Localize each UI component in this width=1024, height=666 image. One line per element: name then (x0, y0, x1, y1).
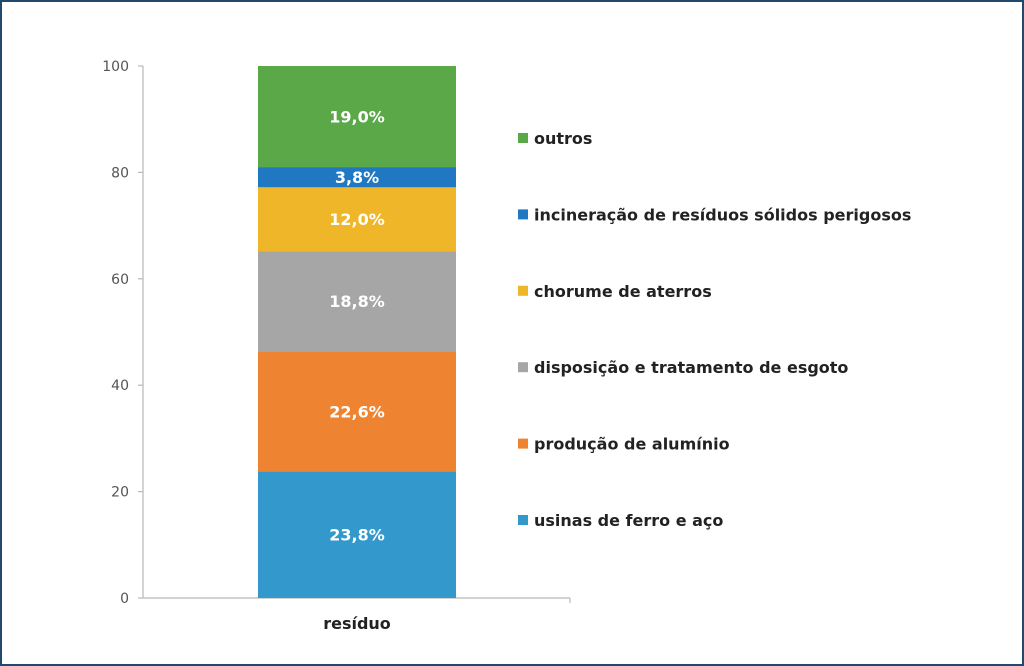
legend-swatch (518, 362, 528, 373)
legend-label: produção de alumínio (534, 435, 730, 454)
bar-segment (258, 471, 456, 598)
y-tick-label: 40 (111, 378, 129, 394)
y-tick-label: 0 (120, 591, 129, 607)
legend-label: chorume de aterros (534, 282, 712, 301)
bar-segment (258, 187, 456, 252)
y-tick-label: 20 (111, 485, 129, 501)
chart-segment-labels: 23,8% 22,6% 18,8% 12,0% 3,8% 19,0% (329, 108, 385, 545)
y-tick-label: 60 (111, 272, 129, 288)
data-label: 23,8% (329, 526, 385, 545)
legend-swatch (518, 133, 528, 143)
legend-label: usinas de ferro e aço (534, 511, 723, 530)
data-label: 19,0% (329, 108, 385, 127)
data-label: 12,0% (329, 210, 385, 229)
legend-label: incineração de resíduos sólidos perigoso… (534, 205, 911, 224)
legend-label: outros (534, 129, 592, 148)
chart-legend: outros incineração de resíduos sólidos pe… (518, 129, 911, 530)
data-label: 3,8% (335, 168, 379, 187)
y-tick-label: 80 (111, 165, 129, 181)
bar-segment (258, 251, 456, 352)
chart-axes: 0 20 40 60 80 100 resíduo (102, 59, 571, 633)
data-label: 18,8% (329, 292, 385, 311)
data-label: 22,6% (329, 402, 385, 421)
x-category-label: resíduo (323, 614, 391, 633)
y-tick-label: 100 (102, 59, 129, 75)
bar-segment (258, 351, 456, 472)
legend-swatch (518, 438, 528, 449)
legend-swatch (518, 515, 528, 525)
chart-bars (258, 66, 456, 598)
bar-segment (258, 167, 456, 188)
legend-swatch (518, 285, 528, 296)
legend-swatch (518, 209, 528, 220)
bar-segment (258, 66, 456, 168)
legend-label: disposição e tratamento de esgoto (534, 358, 848, 377)
